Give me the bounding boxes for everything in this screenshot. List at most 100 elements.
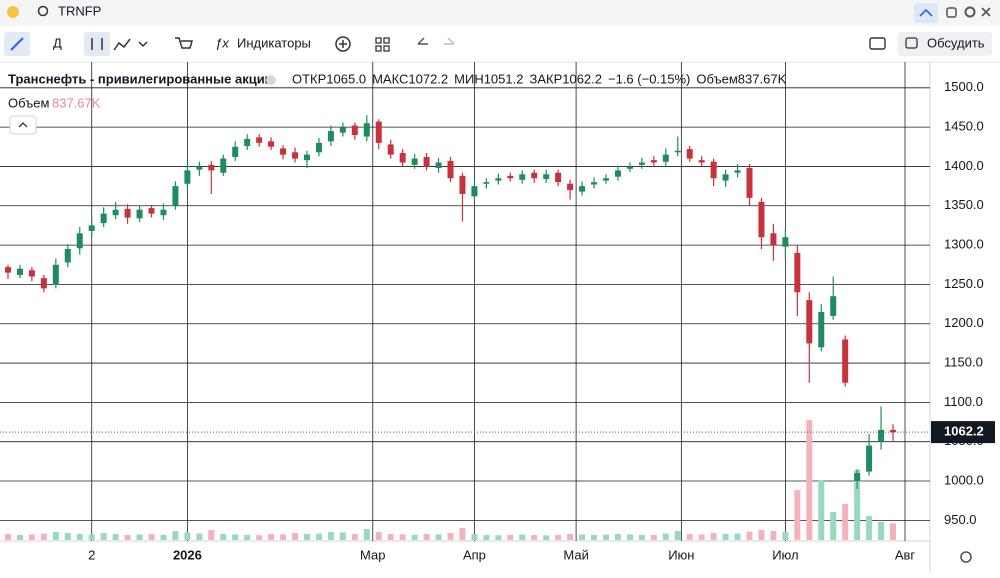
candle-body <box>722 174 729 181</box>
candle-body <box>172 186 179 206</box>
volume-bar <box>184 532 191 540</box>
y-tick-label: 1450.0 <box>944 119 984 134</box>
candle-body <box>519 174 526 180</box>
volume-bar <box>579 534 586 540</box>
add-plus <box>339 40 347 48</box>
candle-body <box>136 209 143 219</box>
volume-bar <box>40 533 47 540</box>
volume-title: Объем <box>8 95 49 110</box>
volume-bar <box>112 534 119 540</box>
x-tick-label: 2 <box>88 547 95 562</box>
cart-icon[interactable] <box>175 37 193 49</box>
volume-bar <box>339 532 346 540</box>
dropdown-icon[interactable] <box>138 41 148 48</box>
volume-bar <box>519 534 526 540</box>
camera-icon[interactable] <box>869 37 886 50</box>
volume-bar <box>710 533 717 540</box>
settings-icon[interactable] <box>964 6 976 18</box>
y-tick-label: 1250.0 <box>944 276 984 291</box>
candle-body <box>76 233 83 249</box>
volume-bar <box>567 534 574 540</box>
line-icon[interactable] <box>113 38 131 51</box>
indicators-button[interactable]: Индикаторы <box>237 35 311 50</box>
candle-body <box>674 150 681 153</box>
volume-bar <box>495 535 502 540</box>
volume-bar <box>878 522 885 540</box>
chart-type-button[interactable] <box>84 32 110 56</box>
candle-body <box>782 237 789 247</box>
layout-icon[interactable] <box>375 37 390 52</box>
candle-body <box>399 153 406 163</box>
discuss-button[interactable] <box>898 32 992 56</box>
candle-body <box>555 172 562 183</box>
volume-bar <box>638 534 645 540</box>
candle-body <box>878 429 885 442</box>
candle-body <box>411 158 418 165</box>
candle-body <box>435 162 442 169</box>
candle-body <box>208 164 215 171</box>
candle-body <box>64 249 71 263</box>
volume-bar <box>303 534 310 540</box>
add-icon[interactable] <box>335 36 351 52</box>
volume-bar <box>674 531 681 540</box>
last-price-label: 1062.2 <box>944 424 984 439</box>
candle-body <box>220 158 227 173</box>
undo-icon[interactable] <box>417 37 428 45</box>
candle-body <box>794 252 801 293</box>
top-bar <box>0 0 1000 26</box>
candle-body <box>686 149 693 159</box>
candle-body <box>626 166 633 169</box>
candle-body <box>244 138 251 147</box>
candle-body <box>363 123 370 137</box>
volume-bar <box>124 535 131 540</box>
x-tick-label: 2026 <box>173 547 202 562</box>
candle-body <box>447 160 454 179</box>
candle-body <box>483 182 490 184</box>
volume-bar <box>280 534 287 540</box>
collapse-panes[interactable] <box>9 115 37 135</box>
close-icon[interactable] <box>981 7 991 17</box>
collapse-icon <box>919 8 933 17</box>
axis-settings[interactable] <box>960 551 972 563</box>
visibility-icon[interactable] <box>266 75 276 85</box>
fx-icon: ƒx <box>215 35 229 50</box>
candle-body <box>303 154 310 161</box>
candle-body <box>40 278 47 289</box>
volume-bar <box>411 534 418 540</box>
symbol[interactable]: TRNFP <box>58 3 101 18</box>
candle-body <box>459 175 466 194</box>
y-tick-label: 1500.0 <box>944 79 984 94</box>
volume-bar <box>782 532 789 540</box>
volume-bar <box>399 534 406 540</box>
x-tick-label: Май <box>563 547 588 562</box>
volume-bar <box>602 534 609 540</box>
candle-body <box>507 175 514 179</box>
volume-bar <box>842 504 849 540</box>
volume-bar <box>232 534 239 540</box>
candle-body <box>4 267 11 273</box>
search-icon[interactable] <box>37 5 49 17</box>
x-tick-label: Июн <box>668 547 694 562</box>
volume-bar <box>423 534 430 540</box>
y-tick-label: 1100.0 <box>944 394 983 409</box>
interval[interactable]: Д <box>53 35 62 50</box>
volume-bar <box>770 531 777 540</box>
x-tick-label: Июл <box>772 547 798 562</box>
candle-body <box>315 142 322 153</box>
ohlc-legend: МИН1051.2 <box>454 71 523 86</box>
redo-icon[interactable] <box>444 37 455 45</box>
volume-bar <box>555 534 562 540</box>
volume-bar <box>818 480 825 540</box>
volume-bar <box>698 534 705 540</box>
candle-body <box>770 233 777 246</box>
volume-bar <box>196 533 203 540</box>
volume-bar <box>88 534 95 540</box>
discuss-icon <box>905 37 918 49</box>
window-icon[interactable] <box>946 7 957 18</box>
candle-body <box>16 268 23 275</box>
candle-body <box>232 146 239 158</box>
volume-bar <box>4 534 11 540</box>
y-tick-label: 1150.0 <box>944 354 983 369</box>
collapse-button[interactable] <box>914 3 938 23</box>
